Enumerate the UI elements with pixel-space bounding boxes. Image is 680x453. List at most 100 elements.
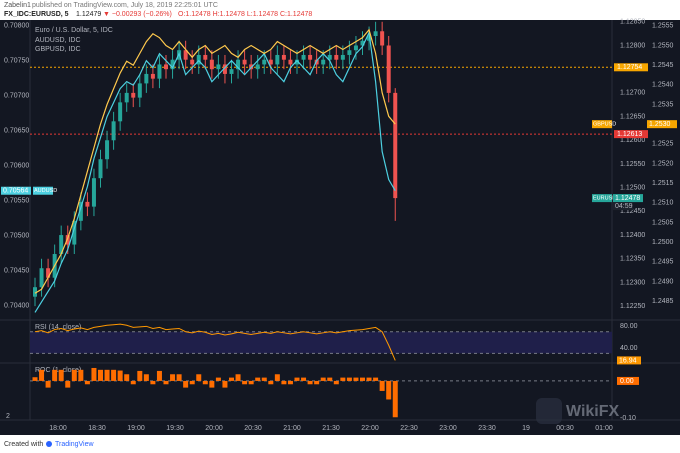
candle-body bbox=[327, 54, 332, 60]
roc-column bbox=[215, 377, 221, 381]
candle-body bbox=[39, 268, 44, 288]
rsi-line bbox=[34, 323, 396, 361]
roc-column bbox=[176, 374, 182, 381]
y-tick-label: 1.12250 bbox=[620, 303, 645, 310]
y3-tick-label: 0.70600 bbox=[4, 162, 29, 169]
candle-body bbox=[72, 220, 77, 245]
roc-column bbox=[65, 380, 71, 388]
footer-text: Created with bbox=[4, 441, 43, 448]
roc-column bbox=[52, 369, 58, 381]
candle-body bbox=[229, 69, 234, 74]
roc-column bbox=[98, 369, 103, 381]
y2-tick-label: 1.2520 bbox=[652, 160, 674, 167]
roc-column bbox=[156, 370, 162, 381]
roc-column bbox=[333, 380, 339, 385]
x-tick-label: 19 bbox=[522, 425, 530, 432]
roc-column bbox=[255, 377, 261, 381]
symbol: FX_IDC:EURUSD, 5 bbox=[4, 11, 69, 18]
candle-body bbox=[78, 201, 83, 221]
author: Zabelin1 bbox=[4, 2, 31, 9]
candle-body bbox=[137, 83, 142, 98]
roc-column bbox=[360, 377, 365, 381]
y3-tick-label: 0.70450 bbox=[4, 267, 29, 274]
pane-index: 2 bbox=[6, 413, 10, 420]
candle-body bbox=[131, 92, 136, 98]
roc-column bbox=[392, 380, 398, 418]
roc-column bbox=[268, 380, 274, 385]
y3-tick-label: 0.70650 bbox=[4, 127, 29, 134]
roc-column bbox=[137, 370, 143, 381]
candle-body bbox=[255, 64, 260, 70]
x-tick-label: 22:00 bbox=[361, 425, 379, 432]
ohlc: O:1.12478 H:1.12478 L:1.12478 C:1.12478 bbox=[178, 11, 312, 18]
candle-body bbox=[242, 59, 247, 65]
value-label-box bbox=[647, 120, 677, 129]
legend-entry: AUDUSD, IDC bbox=[35, 37, 81, 44]
y2-tick-label: 1.2490 bbox=[652, 278, 674, 285]
candle-body bbox=[268, 59, 273, 65]
candle-body bbox=[314, 59, 319, 65]
roc-column bbox=[143, 374, 149, 381]
roc-column bbox=[78, 369, 84, 381]
roc-column bbox=[281, 380, 287, 385]
y-tick-label: 0.00 bbox=[620, 378, 634, 385]
roc-column bbox=[314, 380, 320, 385]
y2-tick-label: 1.2505 bbox=[652, 219, 674, 226]
candle-body bbox=[347, 50, 352, 55]
candle-body bbox=[281, 54, 286, 60]
x-tick-label: 20:30 bbox=[244, 425, 262, 432]
series-line bbox=[34, 28, 396, 294]
value-label: 16.94 bbox=[619, 357, 637, 364]
roc-column bbox=[229, 377, 234, 381]
x-tick-label: 00:30 bbox=[556, 425, 574, 432]
footer-brand: TradingView bbox=[55, 441, 94, 448]
last-price: 1.12479 bbox=[76, 11, 101, 18]
y-tick-label: 80.00 bbox=[620, 323, 638, 330]
roc-column bbox=[379, 380, 385, 391]
roc-column bbox=[209, 380, 215, 388]
candle-body bbox=[308, 54, 313, 60]
y-tick-label: 1.12500 bbox=[620, 185, 645, 192]
roc-column bbox=[84, 380, 90, 385]
roc-column bbox=[45, 380, 51, 388]
candle-body bbox=[46, 268, 51, 278]
price-label-box bbox=[614, 63, 648, 72]
candle-body bbox=[295, 59, 299, 65]
candle-body bbox=[124, 92, 129, 103]
roc-column bbox=[386, 380, 392, 400]
candle-body bbox=[321, 59, 326, 65]
series-line bbox=[34, 30, 396, 313]
candle-body bbox=[203, 54, 208, 60]
pane-title: RSI (14, close) bbox=[35, 324, 81, 331]
roc-column bbox=[124, 374, 130, 381]
candle-body bbox=[262, 59, 267, 65]
price-label: 1.12613 bbox=[617, 131, 642, 138]
candle-body bbox=[150, 73, 155, 79]
x-tick-label: 18:30 bbox=[88, 425, 106, 432]
roc-column bbox=[320, 377, 326, 381]
y3-tick-label: 0.70800 bbox=[4, 23, 29, 30]
candle-body bbox=[196, 54, 201, 65]
roc-column bbox=[353, 377, 359, 381]
roc-column bbox=[189, 380, 195, 385]
y2-tick-label: 1.2540 bbox=[652, 82, 674, 89]
price-label: 1.12754 bbox=[617, 64, 642, 71]
x-tick-label: 19:00 bbox=[127, 425, 145, 432]
roc-column bbox=[366, 377, 372, 381]
value-label-box bbox=[1, 186, 31, 195]
y-tick-label: 1.12400 bbox=[620, 232, 645, 239]
candle-body bbox=[353, 45, 358, 51]
roc-column bbox=[196, 374, 202, 381]
y2-tick-label: 1.2525 bbox=[652, 141, 674, 148]
watermark-logo bbox=[536, 398, 562, 424]
candle-body bbox=[111, 121, 116, 141]
y2-tick-label: 1.2495 bbox=[652, 259, 674, 266]
x-tick-label: 19:30 bbox=[166, 425, 184, 432]
value-label-box bbox=[617, 356, 641, 365]
value-label: 1.12478 bbox=[615, 195, 640, 202]
roc-column bbox=[117, 370, 123, 381]
candle-body bbox=[367, 36, 372, 41]
x-tick-label: 21:00 bbox=[283, 425, 301, 432]
x-tick-label: 21:30 bbox=[322, 425, 340, 432]
